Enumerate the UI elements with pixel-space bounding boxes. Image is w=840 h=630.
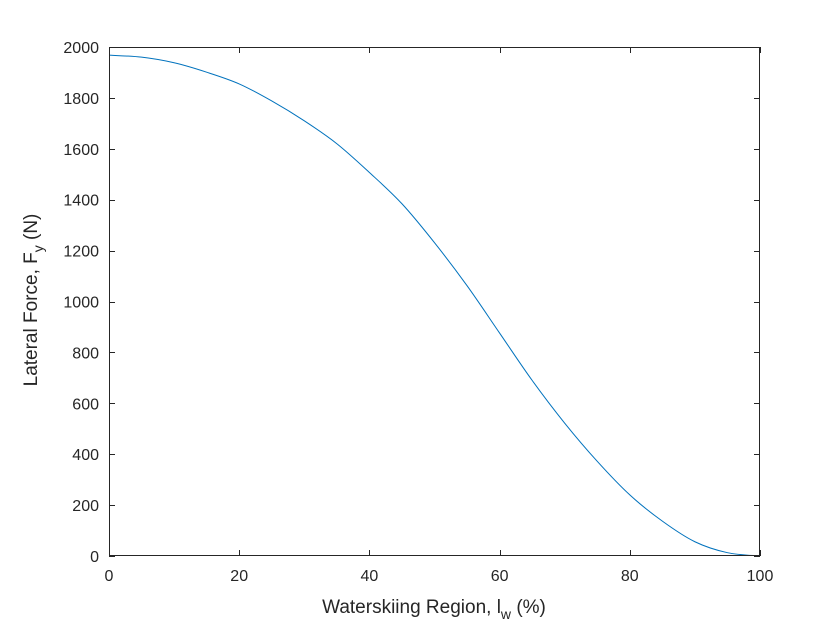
axes-layer — [109, 47, 760, 556]
x-tick-label: 40 — [361, 568, 379, 585]
y-tick-label: 800 — [72, 345, 99, 362]
y-axis-label-main: Lateral Force, F — [21, 252, 42, 386]
x-tick-label: 100 — [747, 568, 774, 585]
y-tick-label: 1600 — [63, 142, 99, 159]
series-layer — [108, 54, 761, 557]
y-axis-label-subscript: y — [30, 245, 46, 252]
x-axis-label: Waterskiing Region, lw (%) — [322, 597, 546, 622]
plot-background — [109, 47, 760, 556]
y-tick-label: 200 — [72, 498, 99, 515]
axes-box — [109, 47, 760, 556]
x-axis-label-main: Waterskiing Region, l — [322, 597, 501, 618]
ticks-layer: 0 20 40 60 80 1000200400600800100012001400160… — [63, 40, 773, 585]
x-axis-label-unit: (%) — [511, 597, 546, 618]
series-line-0 — [108, 54, 761, 557]
y-tick-label: 1200 — [63, 244, 99, 261]
y-tick-label: 400 — [72, 447, 99, 464]
y-tick-label: 1000 — [63, 295, 99, 312]
plot-area — [109, 47, 760, 556]
y-tick-label: 1800 — [63, 91, 99, 108]
y-tick-label: 0 — [90, 549, 99, 566]
x-tick-label: 80 — [621, 568, 639, 585]
y-axis-label: Lateral Force, Fy (N) — [21, 214, 46, 387]
y-tick-label: 1400 — [63, 193, 99, 210]
y-tick-label: 600 — [72, 396, 99, 413]
x-tick-label: 20 — [230, 568, 248, 585]
y-tick-label: 2000 — [63, 40, 99, 57]
x-tick-label: 0 — [105, 568, 114, 585]
y-axis-label-unit: (N) — [21, 214, 42, 246]
x-tick-label: 60 — [491, 568, 509, 585]
x-axis-label-subscript: w — [500, 606, 512, 622]
